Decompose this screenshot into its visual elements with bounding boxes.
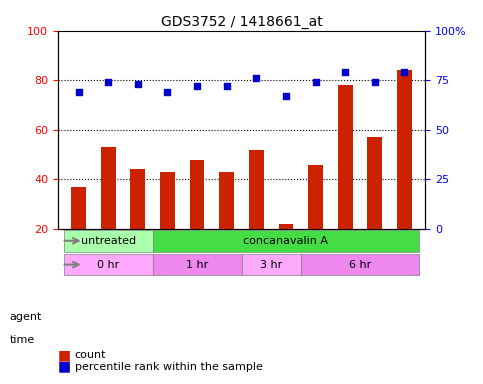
FancyBboxPatch shape [153,230,419,252]
Text: time: time [10,335,35,345]
Text: untreated: untreated [81,236,136,246]
FancyBboxPatch shape [64,254,153,275]
FancyBboxPatch shape [301,254,419,275]
Point [164,89,171,95]
Point [253,75,260,81]
Text: concanavalin A: concanavalin A [243,236,328,246]
Text: 1 hr: 1 hr [186,260,208,270]
Point [400,69,408,75]
Bar [219,172,234,229]
Text: 0 hr: 0 hr [97,260,119,270]
Text: ■: ■ [58,360,71,374]
Bar [190,159,204,229]
FancyBboxPatch shape [64,230,153,252]
Bar [308,164,323,229]
Point [193,83,201,89]
Point [312,79,319,85]
Point [75,89,83,95]
Point [104,79,112,85]
Text: 6 hr: 6 hr [349,260,371,270]
Text: ■: ■ [58,348,71,362]
Text: agent: agent [10,312,42,322]
FancyBboxPatch shape [153,254,242,275]
Point [341,69,349,75]
Bar [279,224,293,229]
Bar [160,172,175,229]
Bar [71,187,86,229]
Bar [338,85,353,229]
Bar [367,137,382,229]
Bar [249,150,264,229]
Point [134,81,142,87]
Text: GDS3752 / 1418661_at: GDS3752 / 1418661_at [161,15,322,29]
Point [282,93,290,99]
Bar [130,169,145,229]
Text: 3 hr: 3 hr [260,260,282,270]
FancyBboxPatch shape [242,254,301,275]
Point [371,79,379,85]
Text: percentile rank within the sample: percentile rank within the sample [75,362,263,372]
Bar [101,147,116,229]
Text: count: count [75,350,106,360]
Point [223,83,230,89]
Bar [397,70,412,229]
